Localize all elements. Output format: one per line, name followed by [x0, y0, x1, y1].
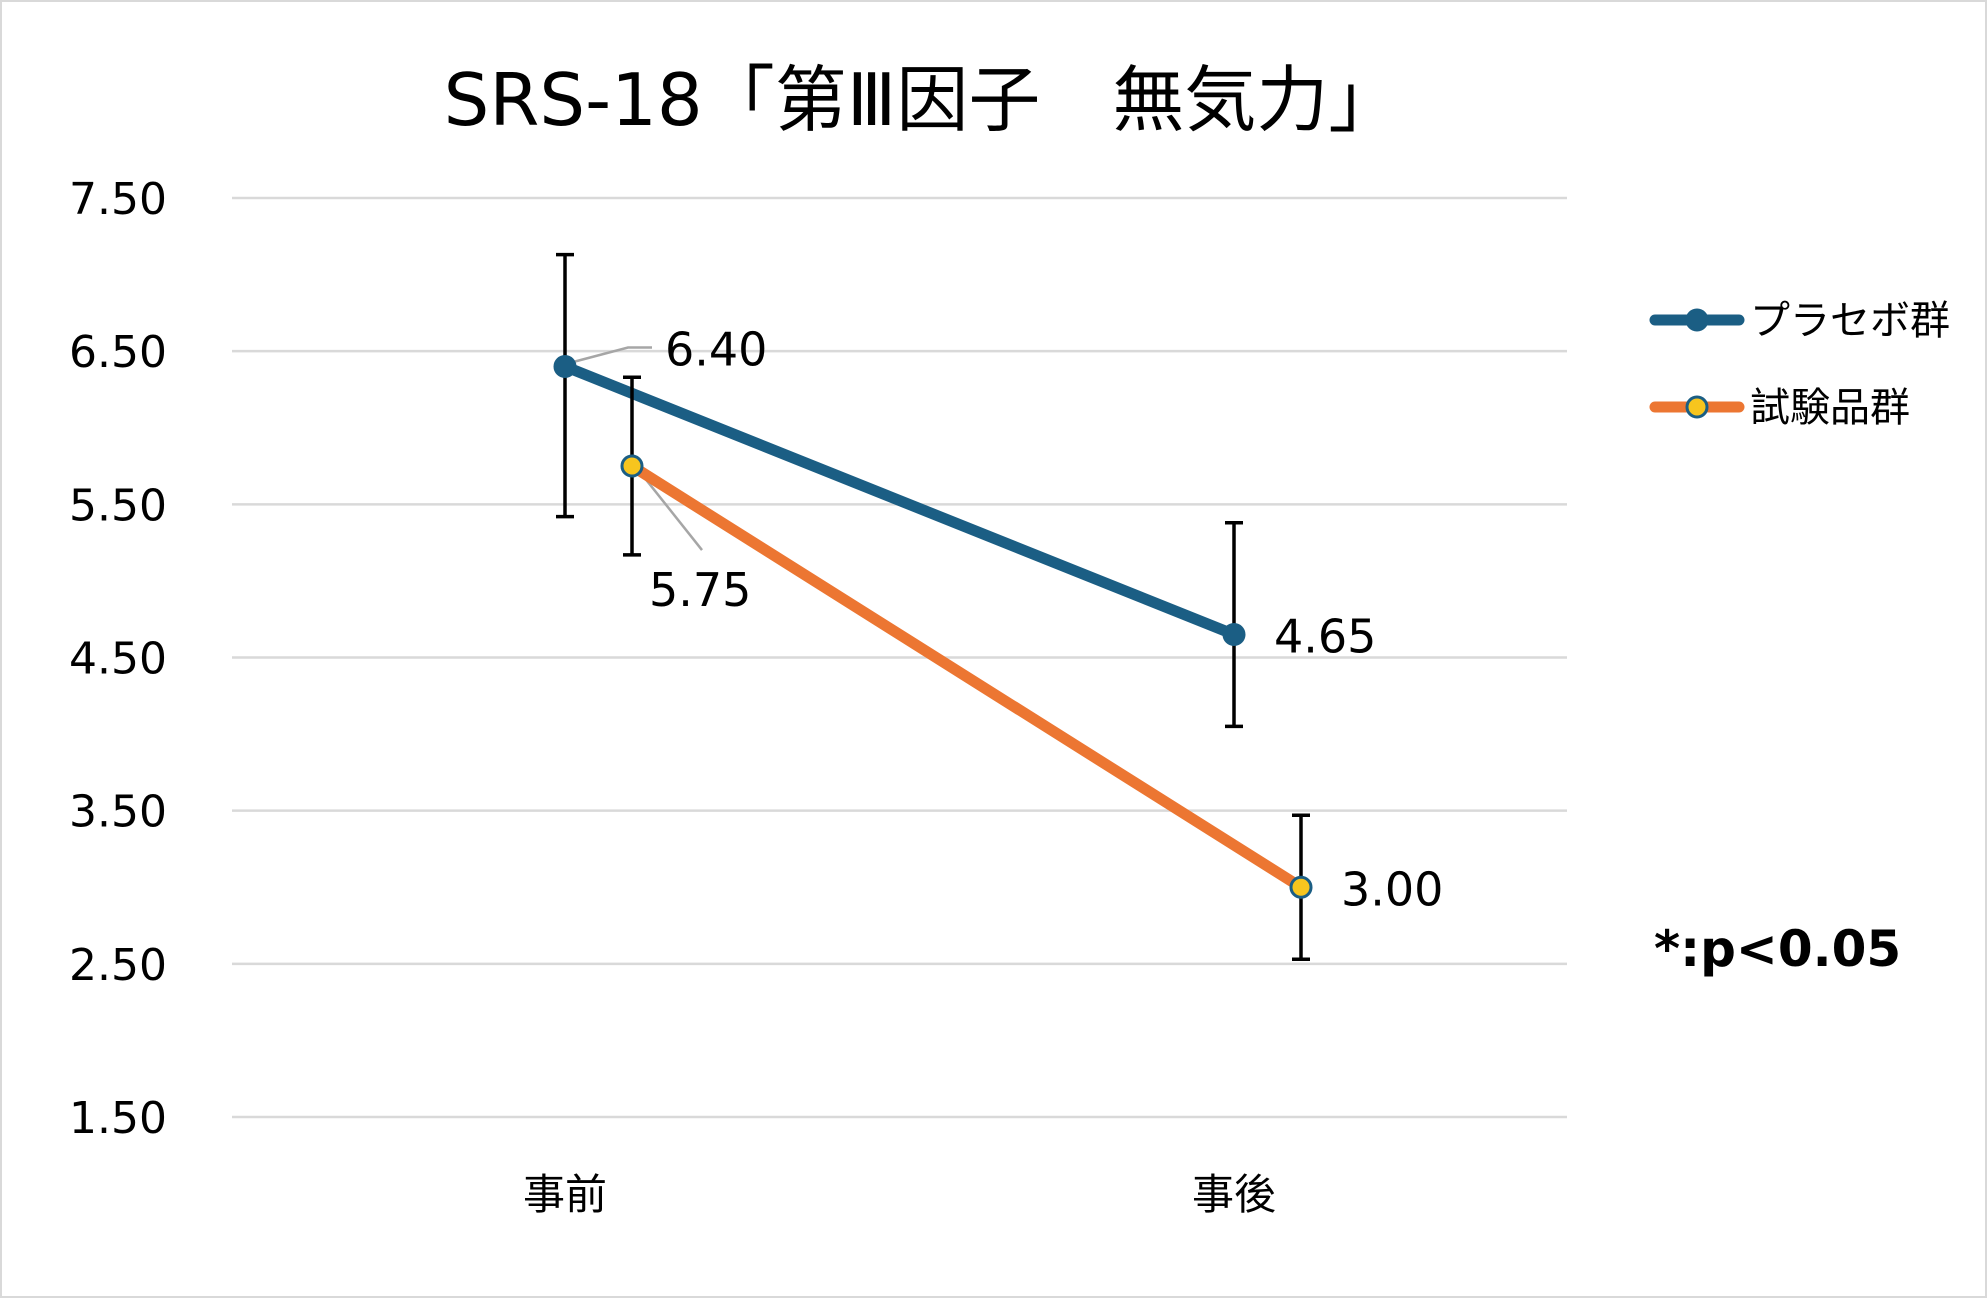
- data-labels: 6.40 4.65 5.75 3.00: [649, 322, 1443, 916]
- series-line-1: [559, 360, 1240, 641]
- data-point-marker: [620, 454, 644, 478]
- label-leader-line: [574, 346, 652, 363]
- x-category-label: 事後: [1192, 1170, 1276, 1219]
- data-label: 6.40: [665, 322, 767, 376]
- series-markers: [553, 354, 1313, 899]
- y-tick-label: 5.50: [69, 480, 167, 531]
- data-point-marker: [553, 354, 577, 378]
- label-leader-lines: [574, 346, 703, 551]
- y-tick-label: 4.50: [69, 634, 167, 685]
- data-label: 5.75: [649, 563, 751, 617]
- legend-label: 試験品群: [1750, 385, 1910, 431]
- y-tick-label: 3.50: [69, 787, 167, 838]
- series-lines: [559, 360, 1307, 893]
- data-point-marker: [1222, 623, 1246, 647]
- y-tick-label: 2.50: [69, 940, 167, 991]
- y-tick-label: 7.50: [69, 174, 167, 225]
- chart-title: SRS-18「第Ⅲ因子 無気力」: [444, 58, 1401, 142]
- significance-note: *:p<0.05: [1654, 920, 1901, 978]
- series-line-2: [626, 460, 1307, 893]
- legend-marker-swatch: [1685, 395, 1709, 419]
- legend-marker-swatch: [1685, 308, 1709, 332]
- x-axis-categories: 事前 事後: [523, 1170, 1276, 1219]
- data-label: 4.65: [1274, 610, 1376, 664]
- y-axis-ticks: 7.50 6.50 5.50 4.50 3.50 2.50 1.50: [69, 174, 167, 1144]
- data-point-marker: [1289, 875, 1313, 899]
- label-leader-line: [639, 471, 703, 551]
- x-category-label: 事前: [523, 1170, 607, 1219]
- data-label: 3.00: [1341, 862, 1443, 916]
- y-tick-label: 1.50: [69, 1093, 167, 1144]
- legend-label: プラセボ群: [1750, 298, 1950, 344]
- y-tick-label: 6.50: [69, 327, 167, 378]
